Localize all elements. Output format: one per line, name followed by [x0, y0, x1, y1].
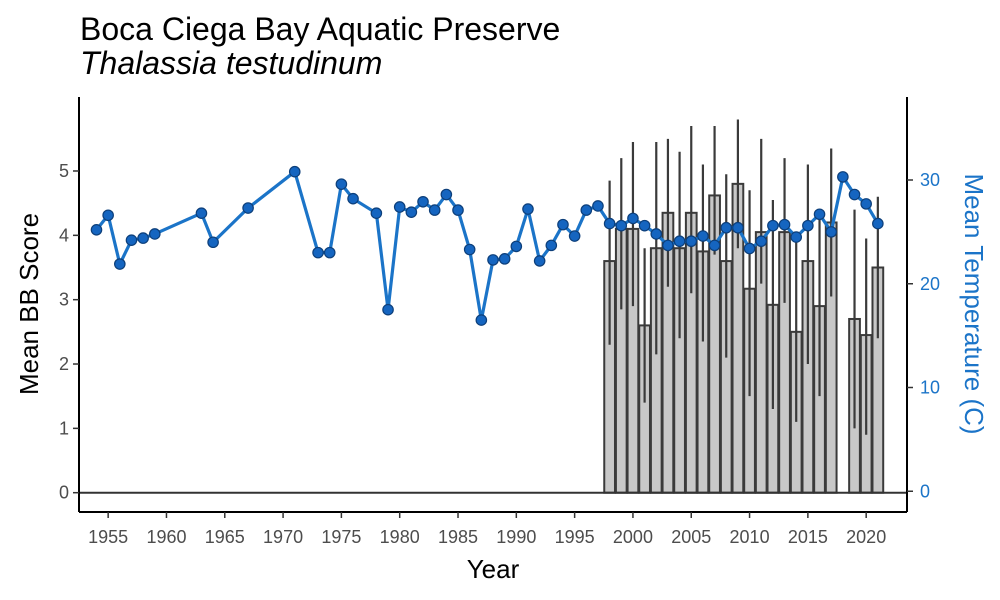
temperature-point-2003: [662, 239, 674, 252]
y2-tick-label-0: 0: [920, 481, 930, 501]
x-tick-label-1995: 1995: [555, 527, 595, 547]
temperature-point-2013: [778, 218, 791, 231]
temperature-point-1959: [149, 228, 161, 240]
temperature-point-2010: [743, 242, 756, 255]
temperature-point-2020: [860, 198, 872, 210]
x-tick-label-1955: 1955: [88, 527, 128, 547]
chart-title: Boca Ciega Bay Aquatic Preserve: [80, 11, 561, 47]
temperature-line-layer: [95, 170, 880, 322]
temperature-point-1974: [323, 246, 336, 259]
y-tick-label-5: 5: [59, 161, 69, 181]
x-tick-label-1965: 1965: [205, 527, 245, 547]
temperature-point-1984: [440, 188, 453, 201]
x-tick-label-1985: 1985: [438, 527, 478, 547]
temperature-point-1963: [195, 207, 208, 219]
x-tick-label-2000: 2000: [613, 527, 653, 547]
temperature-point-1975: [335, 178, 348, 190]
temperature-point-2000: [627, 212, 639, 225]
axes-layer: 0 1 2 3 4 5 0 10 20 30 1955 1960 1965 1970 1975 1980 198…: [59, 97, 940, 547]
temperature-point-2009: [732, 221, 744, 234]
temperature-point-1989: [498, 253, 511, 265]
temperature-point-1964: [207, 236, 219, 249]
y-tick-label-0: 0: [59, 483, 69, 503]
y2-tick-label-20: 20: [920, 274, 940, 294]
x-tick-label-1980: 1980: [380, 527, 420, 547]
temperature-point-1978: [370, 207, 383, 219]
x-tick-label-2015: 2015: [788, 527, 828, 547]
temperature-point-1994: [557, 218, 569, 231]
x-tick-label-2010: 2010: [730, 527, 770, 547]
x-tick-label-1970: 1970: [263, 527, 303, 547]
temperature-point-1992: [533, 255, 546, 267]
temperature-point-2018: [837, 171, 849, 183]
y2-tick-label-10: 10: [920, 378, 940, 398]
y-tick-label-1: 1: [59, 418, 69, 438]
temperature-point-1997: [592, 200, 604, 212]
temperature-point-1983: [428, 204, 441, 216]
temperature-point-2005: [685, 235, 698, 248]
x-tick-label-2020: 2020: [846, 527, 886, 547]
temperature-points-layer: [90, 165, 884, 326]
temperature-point-1993: [545, 239, 558, 252]
temperature-point-1957: [125, 234, 138, 246]
temperature-point-1956: [114, 258, 126, 270]
temperature-point-1985: [452, 204, 464, 216]
temperature-point-2008: [720, 221, 733, 234]
temperature-point-2004: [673, 235, 686, 248]
temperature-point-2015: [802, 219, 814, 232]
temperature-point-1979: [382, 303, 394, 316]
x-tick-label-1960: 1960: [146, 527, 186, 547]
temperature-point-1990: [510, 240, 523, 253]
temperature-point-1998: [603, 217, 616, 230]
y2-tick-label-30: 30: [920, 170, 940, 190]
temperature-point-1980: [393, 201, 406, 213]
temperature-point-2006: [697, 230, 709, 242]
temperature-point-1967: [242, 202, 254, 214]
y2-axis-label: Mean Temperature (C): [959, 173, 989, 434]
temperature-point-1999: [615, 219, 628, 232]
temperature-point-2012: [767, 219, 779, 232]
temperature-point-1976: [347, 192, 359, 205]
temperature-point-1988: [487, 254, 499, 266]
temperature-point-2021: [872, 217, 884, 230]
temperature-point-2011: [755, 235, 768, 248]
temperature-point-1987: [475, 314, 488, 326]
temperature-point-2001: [638, 219, 651, 232]
temperature-point-1971: [288, 165, 301, 178]
y-tick-label-4: 4: [59, 225, 69, 245]
temperature-point-2014: [790, 231, 803, 243]
temperature-point-2002: [650, 228, 663, 240]
y-axis-label: Mean BB Score: [14, 213, 44, 395]
temperature-line: [95, 170, 880, 322]
y-tick-label-2: 2: [59, 354, 69, 374]
temperature-point-1973: [312, 246, 324, 259]
temperature-point-1982: [417, 195, 429, 208]
temperature-point-1991: [522, 203, 534, 215]
x-tick-label-1990: 1990: [496, 527, 536, 547]
x-axis-label: Year: [467, 554, 520, 584]
x-tick-label-1975: 1975: [321, 527, 361, 547]
chart-subtitle: Thalassia testudinum: [80, 45, 383, 81]
temperature-point-2017: [825, 226, 837, 238]
temperature-point-1954: [90, 224, 103, 236]
x-tick-label-2005: 2005: [671, 527, 711, 547]
temperature-point-2019: [848, 188, 861, 201]
temperature-point-1958: [137, 232, 149, 244]
temperature-point-1986: [463, 243, 476, 256]
temperature-point-2007: [708, 239, 721, 252]
temperature-point-1996: [580, 204, 593, 216]
temperature-point-1955: [102, 209, 114, 222]
temperature-point-1995: [568, 230, 581, 242]
y-tick-label-3: 3: [59, 290, 69, 310]
temperature-point-2016: [813, 208, 826, 221]
temperature-point-1981: [405, 206, 418, 218]
